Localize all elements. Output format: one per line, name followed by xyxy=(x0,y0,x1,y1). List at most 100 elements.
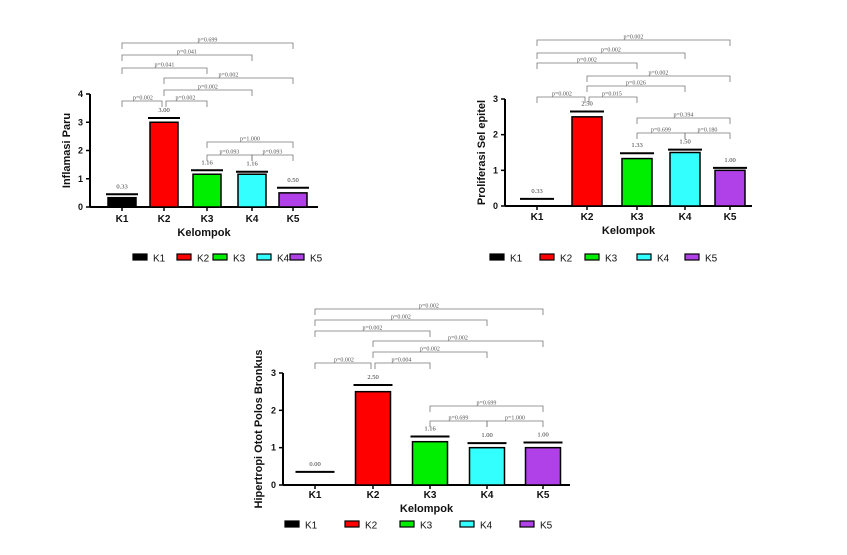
significance-bracket xyxy=(588,96,638,103)
legend-swatch-k4 xyxy=(459,520,475,528)
y-axis-title: Proliferasi Sel epitel xyxy=(476,100,488,205)
bar-k2 xyxy=(571,116,603,207)
legend-swatch-k5 xyxy=(289,253,305,261)
data-label: 1.16 xyxy=(201,159,213,166)
bar-k2 xyxy=(149,121,179,208)
legend-swatch-k3 xyxy=(212,253,228,261)
data-label: 0.00 xyxy=(309,461,320,468)
legend-label: K3 xyxy=(605,254,618,265)
x-tick-label: K1 xyxy=(309,490,322,501)
data-label: 1.00 xyxy=(537,431,548,438)
x-tick-label: K4 xyxy=(246,214,259,225)
x-tick-label: K4 xyxy=(679,212,692,223)
significance-bracket xyxy=(429,420,488,427)
legend-swatch-k4 xyxy=(636,253,652,261)
p-value-label: p=0.699 xyxy=(477,401,497,407)
p-value-label: p=0.699 xyxy=(198,38,218,44)
legend-label: K4 xyxy=(480,521,493,532)
significance-bracket xyxy=(121,67,208,74)
legend-label: K5 xyxy=(705,254,718,265)
data-label: 0.50 xyxy=(287,177,298,184)
p-value-label: p=0.002 xyxy=(198,85,218,91)
y-tick-label: 3 xyxy=(271,368,276,378)
bar-k3 xyxy=(411,440,449,486)
p-value-label: p=0.004 xyxy=(392,358,412,364)
chart-2: 0 1 2 3 Proliferasi Sel epitel Kelompok 0.33 K1… xyxy=(476,35,752,265)
legend-swatch-k1 xyxy=(489,253,505,261)
p-value-label: p=0.002 xyxy=(649,71,669,77)
significance-bracket xyxy=(374,362,431,369)
x-tick-label: K2 xyxy=(581,212,594,223)
y-tick-label: 0 xyxy=(493,201,498,211)
data-label: 1.16 xyxy=(424,425,436,432)
significance-bracket xyxy=(372,351,488,358)
bar-k4 xyxy=(669,151,701,207)
y-tick-label: 2 xyxy=(78,146,83,156)
x-tick-label: K1 xyxy=(116,214,129,225)
p-value-label: p=0.002 xyxy=(419,304,439,310)
significance-bracket xyxy=(636,132,686,139)
legend-label: K1 xyxy=(510,254,523,265)
legend-swatch-k4 xyxy=(256,253,272,261)
significance-bracket xyxy=(536,62,638,69)
p-value-label: p=0.002 xyxy=(334,358,354,364)
significance-bracket xyxy=(121,42,294,49)
legend-label: K2 xyxy=(197,254,210,265)
legend-label: K5 xyxy=(310,254,323,265)
legend-swatch-k1 xyxy=(284,520,300,528)
y-tick-label: 1 xyxy=(78,174,83,184)
legend-label: K5 xyxy=(540,521,553,532)
legend-label: K3 xyxy=(233,254,246,265)
significance-bracket xyxy=(429,405,544,412)
data-label: 0.33 xyxy=(116,183,127,190)
y-tick-label: 1 xyxy=(493,165,498,175)
legend-swatch-k2 xyxy=(344,520,360,528)
legend-swatch-k2 xyxy=(176,253,192,261)
p-value-label: p=0.699 xyxy=(449,416,469,422)
p-value-label: p=0.394 xyxy=(674,113,694,119)
y-tick-label: 4 xyxy=(78,89,83,99)
p-value-label: p=0.002 xyxy=(176,96,196,102)
x-axis-title: Kelompok xyxy=(177,227,231,239)
significance-bracket xyxy=(121,100,163,107)
data-label: 1.33 xyxy=(631,142,642,149)
x-tick-label: K5 xyxy=(537,490,550,501)
p-value-label: p=0.002 xyxy=(577,58,597,64)
y-tick-label: 3 xyxy=(78,117,83,127)
significance-bracket xyxy=(684,132,731,139)
legend-label: K1 xyxy=(153,254,166,265)
p-value-label: p=0.002 xyxy=(133,96,153,102)
p-value-label: p=1.000 xyxy=(240,137,260,143)
bar-k3 xyxy=(621,157,653,207)
significance-bracket xyxy=(372,340,544,347)
x-axis-title: Kelompok xyxy=(400,503,454,515)
p-value-label: p=0.699 xyxy=(651,128,671,134)
legend-label: K3 xyxy=(420,521,433,532)
data-label: 0.33 xyxy=(531,188,542,195)
significance-bracket xyxy=(251,154,294,161)
x-tick-label: K4 xyxy=(481,490,494,501)
p-value-label: p=0.002 xyxy=(552,92,572,98)
p-value-label: p=0.026 xyxy=(626,81,646,87)
x-tick-label: K5 xyxy=(724,212,737,223)
p-value-label: p=0.002 xyxy=(391,315,411,321)
data-label: 1.00 xyxy=(481,432,492,439)
x-tick-label: K2 xyxy=(158,214,171,225)
legend-label: K2 xyxy=(365,521,378,532)
significance-bracket xyxy=(536,39,731,46)
bar-k5 xyxy=(714,169,746,207)
data-label: 2.50 xyxy=(367,374,378,381)
y-tick-label: 2 xyxy=(493,130,498,140)
legend-swatch-k1 xyxy=(132,253,148,261)
legend-label: K4 xyxy=(657,254,670,265)
significance-bracket xyxy=(165,100,208,107)
y-tick-label: 3 xyxy=(493,94,498,104)
x-axis-title: Kelompok xyxy=(602,225,656,237)
significance-bracket xyxy=(536,96,586,103)
y-tick-label: 2 xyxy=(271,405,276,415)
chart-3: 0 1 2 3 Hipertropi Otot Polos Bronkus Kelompo… xyxy=(253,304,570,532)
significance-bracket xyxy=(586,85,686,92)
x-tick-label: K1 xyxy=(531,212,544,223)
